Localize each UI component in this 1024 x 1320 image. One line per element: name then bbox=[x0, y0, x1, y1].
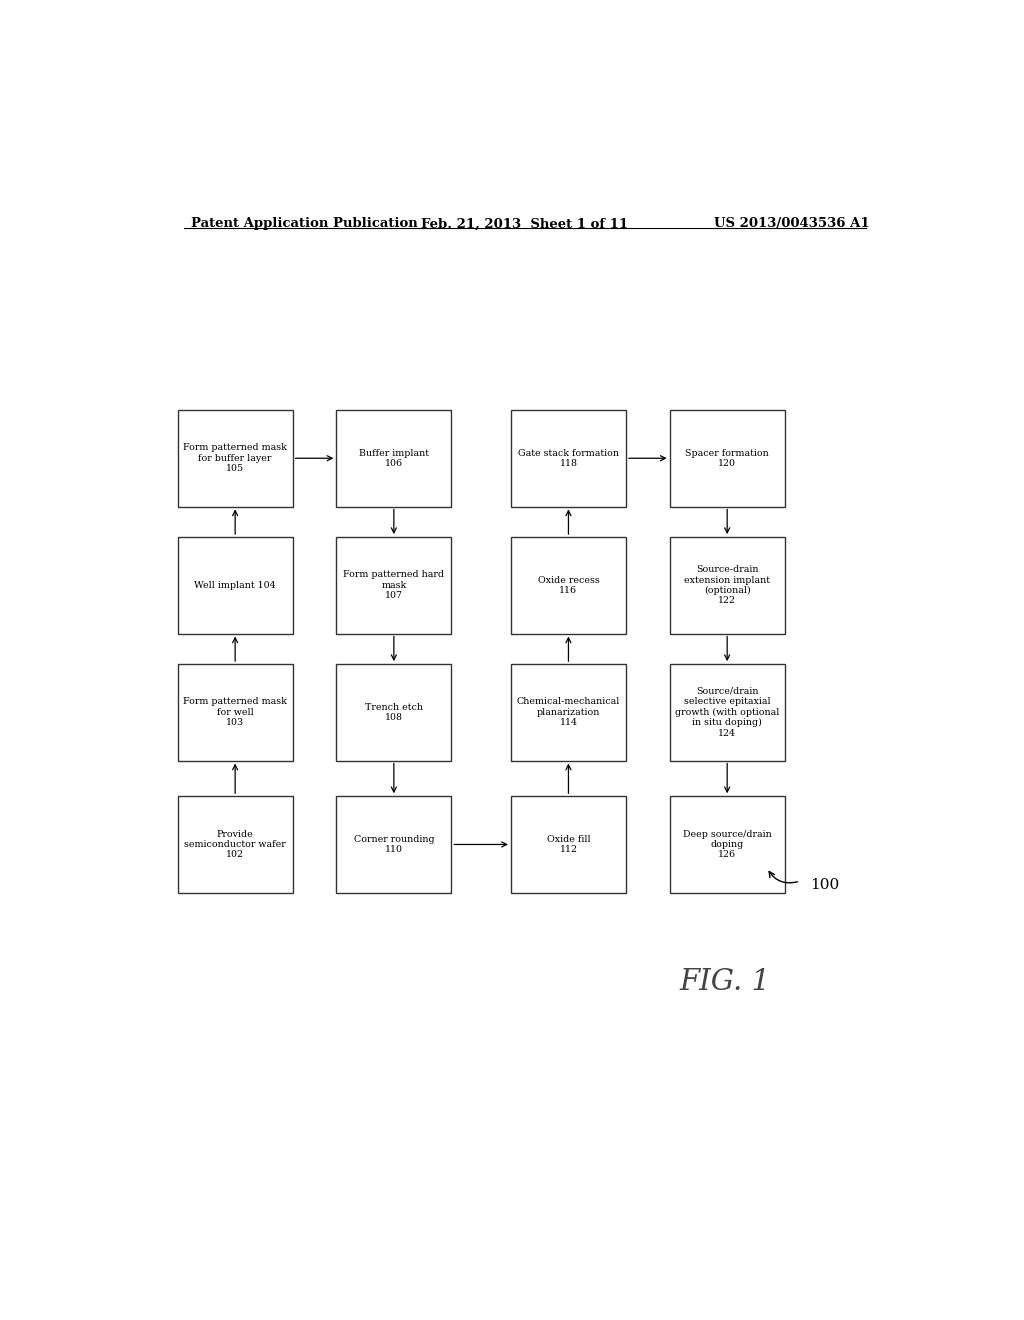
Text: Spacer formation
120: Spacer formation 120 bbox=[685, 449, 769, 467]
Bar bbox=[670, 664, 784, 760]
Text: Source-drain
extension implant
(optional)
122: Source-drain extension implant (optional… bbox=[684, 565, 770, 606]
Text: Form patterned hard
mask
107: Form patterned hard mask 107 bbox=[343, 570, 444, 601]
Text: Oxide fill
112: Oxide fill 112 bbox=[547, 834, 590, 854]
Text: US 2013/0043536 A1: US 2013/0043536 A1 bbox=[715, 218, 870, 231]
Bar bbox=[670, 796, 784, 892]
Text: Source/drain
selective epitaxial
growth (with optional
in situ doping)
124: Source/drain selective epitaxial growth … bbox=[675, 686, 779, 738]
Bar bbox=[511, 411, 626, 507]
Text: Well implant 104: Well implant 104 bbox=[195, 581, 275, 590]
Text: Corner rounding
110: Corner rounding 110 bbox=[353, 834, 434, 854]
Text: Buffer implant
106: Buffer implant 106 bbox=[358, 449, 429, 467]
Bar bbox=[336, 664, 452, 760]
Text: Oxide recess
116: Oxide recess 116 bbox=[538, 576, 599, 595]
Text: Form patterned mask
for buffer layer
105: Form patterned mask for buffer layer 105 bbox=[183, 444, 287, 473]
Bar bbox=[177, 796, 293, 892]
Bar bbox=[511, 537, 626, 634]
Text: Patent Application Publication: Patent Application Publication bbox=[191, 218, 418, 231]
Text: FIG. 1: FIG. 1 bbox=[680, 968, 770, 995]
Text: Trench etch
108: Trench etch 108 bbox=[365, 702, 423, 722]
Bar bbox=[177, 664, 293, 760]
Bar bbox=[670, 537, 784, 634]
Text: Form patterned mask
for well
103: Form patterned mask for well 103 bbox=[183, 697, 287, 727]
Bar bbox=[177, 411, 293, 507]
Text: Deep source/drain
doping
126: Deep source/drain doping 126 bbox=[683, 829, 771, 859]
Bar bbox=[336, 537, 452, 634]
Text: Chemical-mechanical
planarization
114: Chemical-mechanical planarization 114 bbox=[517, 697, 621, 727]
Text: 100: 100 bbox=[811, 878, 840, 892]
Text: Gate stack formation
118: Gate stack formation 118 bbox=[518, 449, 618, 467]
Bar bbox=[336, 796, 452, 892]
Bar bbox=[511, 664, 626, 760]
Bar bbox=[336, 411, 452, 507]
Text: Provide
semiconductor wafer
102: Provide semiconductor wafer 102 bbox=[184, 829, 286, 859]
Bar bbox=[511, 796, 626, 892]
Bar bbox=[670, 411, 784, 507]
Bar bbox=[177, 537, 293, 634]
Text: Feb. 21, 2013  Sheet 1 of 11: Feb. 21, 2013 Sheet 1 of 11 bbox=[421, 218, 629, 231]
